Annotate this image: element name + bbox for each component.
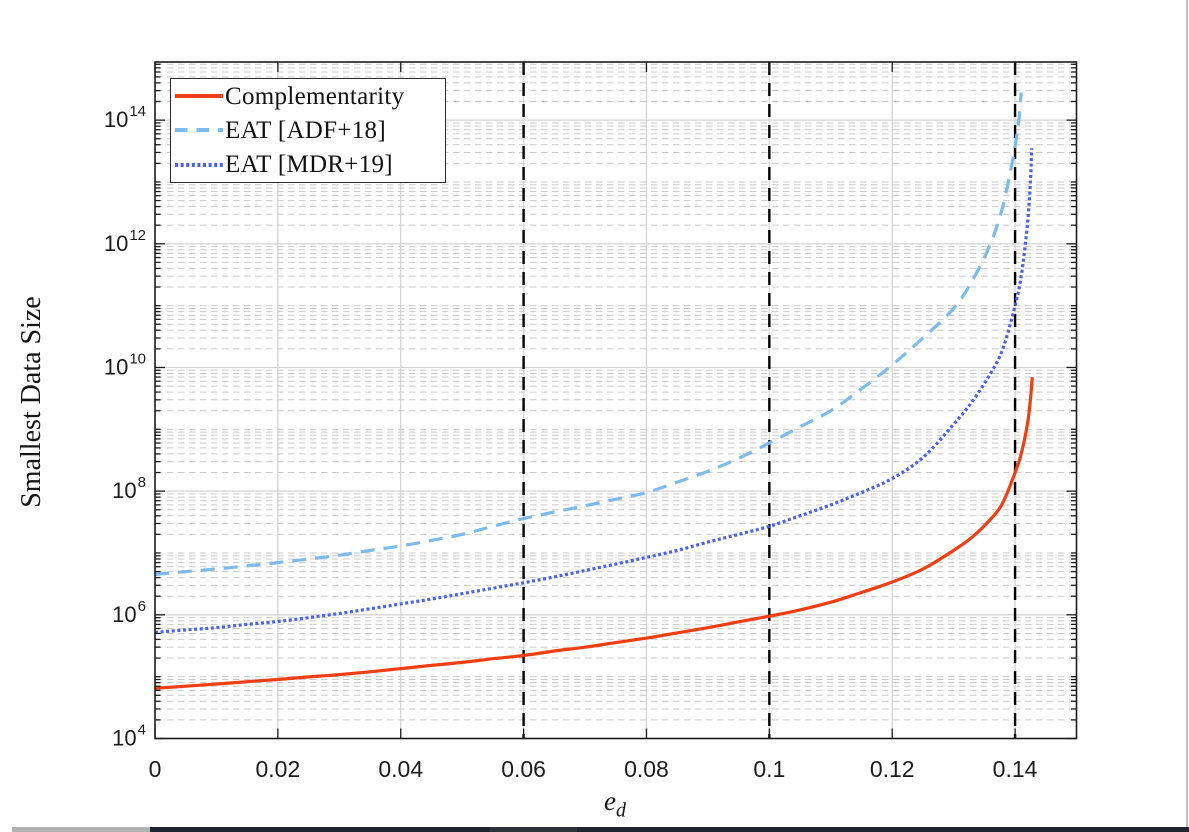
window-right-border bbox=[1186, 0, 1188, 827]
legend-label: Complementarity bbox=[225, 82, 405, 110]
legend-label: EAT [MDR+19] bbox=[225, 151, 393, 179]
x-tick-label: 0.06 bbox=[501, 756, 546, 782]
taskbar-edge-segment bbox=[12, 827, 150, 832]
x-tick-label: 0 bbox=[149, 756, 162, 782]
x-tick-label: 0.08 bbox=[624, 756, 669, 782]
legend-entry-eat-mdr19: EAT [MDR+19] bbox=[171, 148, 445, 182]
taskbar-edge-strip bbox=[0, 827, 1189, 832]
legend: Complementarity EAT [ADF+18] EAT [MDR+19… bbox=[170, 78, 446, 183]
legend-entry-complementarity: Complementarity bbox=[171, 79, 445, 113]
x-tick-label: 0.12 bbox=[870, 756, 915, 782]
x-tick-label: 0.02 bbox=[255, 756, 300, 782]
taskbar-edge-segment bbox=[577, 827, 1189, 832]
taskbar-edge-segment bbox=[150, 827, 490, 832]
y-tick-label: 104 bbox=[112, 722, 146, 751]
x-tick-label: 0.1 bbox=[753, 756, 785, 782]
series-line-eat-adf-18- bbox=[154, 92, 1023, 576]
taskbar-edge-segment bbox=[490, 827, 577, 832]
y-tick-label: 108 bbox=[112, 474, 146, 503]
y-tick-label: 1014 bbox=[104, 103, 146, 132]
plot-border bbox=[154, 61, 1078, 740]
taskbar-edge-segment bbox=[0, 827, 12, 832]
legend-line-sample-dotted bbox=[175, 162, 223, 167]
y-tick-label: 106 bbox=[112, 598, 146, 627]
series-line-complementarity bbox=[154, 376, 1034, 690]
legend-line-sample-solid bbox=[175, 94, 223, 99]
y-axis-label: Smallest Data Size bbox=[16, 296, 47, 508]
x-tick-label: 0.04 bbox=[378, 756, 423, 782]
legend-line-sample-dashed bbox=[175, 128, 223, 133]
series-line-eat-mdr-19- bbox=[154, 148, 1034, 634]
y-tick-label: 1010 bbox=[104, 350, 146, 379]
x-tick-label: 0.14 bbox=[993, 756, 1038, 782]
y-tick-label: 1012 bbox=[104, 227, 146, 256]
x-axis-label: ed bbox=[604, 786, 626, 822]
legend-entry-eat-adf18: EAT [ADF+18] bbox=[171, 113, 445, 147]
legend-label: EAT [ADF+18] bbox=[225, 116, 386, 144]
